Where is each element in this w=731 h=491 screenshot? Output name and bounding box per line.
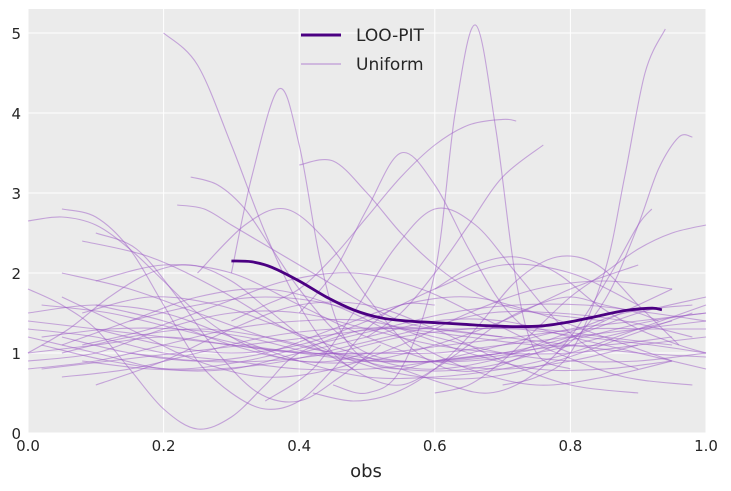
uniform-sample-line — [332, 24, 571, 395]
uniform-sample-line — [41, 303, 707, 370]
uniform-sample-line — [82, 310, 693, 371]
uniform-sample-line — [41, 312, 707, 363]
uniform-sample-line — [82, 296, 693, 370]
uniform-sample-line — [61, 272, 673, 363]
y-tick-label: 0 — [11, 425, 21, 443]
uniform-sample-line — [82, 240, 693, 380]
uniform-series — [27, 24, 707, 430]
uniform-sample-line — [434, 256, 707, 354]
uniform-sample-line — [129, 327, 673, 363]
legend: LOO-PIT Uniform — [301, 26, 424, 75]
uniform-sample-line — [400, 208, 653, 394]
uniform-sample-line — [230, 88, 571, 370]
y-tick-labels: 0 1 2 3 4 5 — [11, 25, 21, 443]
uniform-sample-line — [502, 28, 666, 386]
legend-label-loo-pit: LOO-PIT — [356, 26, 424, 46]
y-tick-label: 3 — [11, 185, 21, 203]
x-tick-label: 1.0 — [694, 437, 718, 455]
uniform-sample-line — [41, 304, 706, 355]
uniform-sample-line — [163, 32, 659, 386]
uniform-sample-line — [61, 288, 673, 372]
loo-pit-line — [231, 259, 663, 328]
x-tick-label: 0.8 — [558, 437, 582, 455]
uniform-sample-line — [366, 144, 544, 338]
uniform-sample-line — [82, 272, 693, 386]
x-tick-label: 0.4 — [287, 437, 311, 455]
y-tick-label: 5 — [11, 25, 21, 43]
uniform-sample-line — [27, 264, 354, 370]
uniform-sample-line — [27, 304, 707, 380]
uniform-sample-line — [264, 207, 639, 402]
uniform-sample-line — [434, 224, 707, 394]
x-tick-labels: 0.0 0.2 0.4 0.6 0.8 1.0 — [16, 437, 718, 455]
x-axis-label: obs — [350, 461, 382, 482]
uniform-sample-line — [27, 312, 707, 371]
y-tick-label: 1 — [11, 345, 21, 363]
uniform-sample-line — [312, 255, 680, 402]
y-tick-label: 4 — [11, 105, 21, 123]
y-tick-label: 2 — [11, 265, 21, 283]
uniform-sample-line — [95, 232, 381, 403]
loo-pit-series — [231, 259, 663, 328]
uniform-sample-line — [95, 264, 639, 364]
uniform-sample-line — [197, 207, 530, 373]
uniform-sample-line — [61, 288, 673, 386]
legend-label-uniform: Uniform — [356, 55, 424, 75]
x-tick-label: 0.0 — [16, 437, 40, 455]
x-tick-label: 0.6 — [423, 437, 447, 455]
x-tick-label: 0.2 — [152, 437, 176, 455]
uniform-sample-line — [95, 263, 639, 354]
